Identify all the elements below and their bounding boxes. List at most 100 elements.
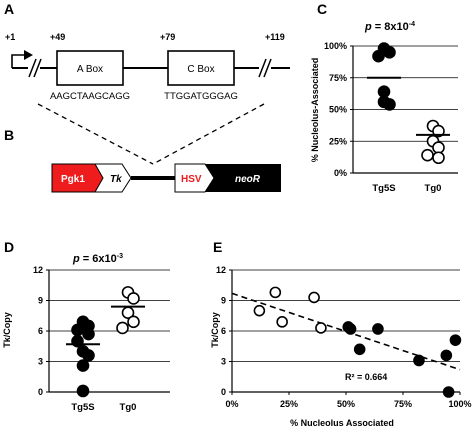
panel-e-data-point <box>353 343 366 356</box>
panel-d-p-exponent: -3 <box>117 253 123 260</box>
panel-d-category-label: Tg5S <box>71 402 94 413</box>
position-plus119: +119 <box>265 32 285 42</box>
panel-c-y-label: % Nucleolus-Associated <box>310 58 320 163</box>
panel-d-y-label: Tk/Copy <box>2 312 12 348</box>
panel-d-data-point <box>82 327 95 341</box>
panel-e-data-point <box>413 354 425 367</box>
panel-d-chart: 0 3 6 9 12 Tg5S Tg0 <box>33 265 170 413</box>
panel-e-y-tick-label: 3 <box>221 357 226 367</box>
panel-e-chart: 0 3 6 9 12 0% 25% 50% 75% 100% <box>216 265 472 409</box>
position-plus79: +79 <box>160 32 175 42</box>
panel-c-data-point <box>383 98 396 111</box>
panel-e-data-point <box>449 334 462 346</box>
break-mark-left-2 <box>33 58 42 78</box>
panel-e-x-tick-label: 25% <box>280 399 298 409</box>
panel-label-d: D <box>4 239 14 255</box>
panel-d-category-label: Tg0 <box>120 402 137 413</box>
panel-c-y-tick-label: 25% <box>329 136 347 146</box>
panel-c-data-point <box>377 85 391 99</box>
panel-e-y-tick-label: 6 <box>221 326 226 336</box>
pgk1-segment <box>51 163 104 193</box>
c-box <box>167 50 235 86</box>
panel-e-data-point <box>308 291 320 304</box>
panel-c-category-label: Tg0 <box>425 183 442 194</box>
panel-c-category-label: Tg5S <box>372 183 395 194</box>
panel-e-data-point <box>440 349 453 362</box>
c-box-sequence: TTGGATGGGAG <box>164 91 238 102</box>
zoom-line-left <box>37 103 154 165</box>
panel-a-diagram: A Box C Box +1 +49 +79 +119 AAGCTAAGCAGG… <box>5 32 290 165</box>
panel-d-p-number: = 6x10 <box>80 253 117 265</box>
panel-c-p-symbol: p <box>364 21 372 33</box>
panel-label-b: B <box>4 127 14 143</box>
hsv-label: HSV <box>181 174 202 185</box>
panel-d-data-point <box>127 292 140 305</box>
panel-e-y-label: Tk/Copy <box>210 312 220 348</box>
panel-e-x-tick-label: 100% <box>448 399 471 409</box>
panel-c-p-exponent: -4 <box>409 21 415 28</box>
panel-e-data-point <box>372 323 384 335</box>
panel-c-p-value: p = 8x10-4 <box>364 21 415 33</box>
panel-c-data-point <box>432 124 445 138</box>
hsv-arrow <box>174 163 215 193</box>
panel-d-data-point <box>116 321 129 335</box>
panel-c-data-point <box>432 141 445 154</box>
panel-label-e: E <box>213 239 222 255</box>
panel-e-data-point <box>253 304 266 317</box>
c-box-label: C Box <box>187 64 214 75</box>
panel-c-data-point <box>383 46 396 59</box>
panel-e-x-tick-label: 0% <box>225 399 238 409</box>
panel-d-y-tick-label: 9 <box>38 296 43 306</box>
panel-e-x-tick-label: 75% <box>394 399 412 409</box>
panel-e-data-point <box>442 386 455 398</box>
panel-d-y-tick-label: 6 <box>38 326 43 336</box>
panel-d-p-value: p = 6x10-3 <box>72 253 123 265</box>
panel-e-data-point <box>269 286 282 299</box>
panel-e-x-tick-label: 50% <box>337 399 355 409</box>
position-plus1: +1 <box>5 32 15 42</box>
panel-e-y-tick-label: 9 <box>221 296 226 306</box>
break-mark-right-1 <box>258 58 267 78</box>
panel-b-construct: Pgk1 Tk HSV neoR <box>51 163 281 193</box>
panel-e-r2-label: R² = 0.664 <box>345 372 387 382</box>
panel-d-y-tick-label: 3 <box>38 357 43 367</box>
panel-c-y-tick-label: 100% <box>324 41 347 51</box>
panel-d-data-point <box>82 349 95 362</box>
panel-d-data-point <box>76 384 90 398</box>
panel-c-data-point <box>432 151 445 165</box>
position-plus49: +49 <box>50 32 65 42</box>
panel-d-y-tick-label: 12 <box>33 265 43 275</box>
panel-c-data-point <box>372 49 385 63</box>
pgk1-label: Pgk1 <box>61 174 85 185</box>
tss-arrow-head <box>24 50 33 60</box>
break-mark-left-1 <box>28 58 37 78</box>
panel-c-data-point <box>421 148 434 162</box>
panel-d-data-point <box>76 359 90 372</box>
a-box-sequence: AAGCTAAGCAGG <box>50 91 130 102</box>
break-mark-right-2 <box>263 58 272 78</box>
neor-label: neoR <box>235 174 261 185</box>
panel-c-y-tick-label: 75% <box>329 73 347 83</box>
panel-c-p-number: = 8x10 <box>372 21 409 33</box>
panel-c-y-tick-label: 50% <box>329 105 347 115</box>
panel-e-y-tick-label: 0 <box>221 387 226 397</box>
tss-arrow-stem <box>11 54 26 68</box>
panel-label-c: C <box>317 1 327 17</box>
a-box <box>56 50 124 86</box>
panel-d-data-point <box>71 323 84 337</box>
a-box-label: A Box <box>77 64 103 75</box>
zoom-line-right <box>152 103 265 165</box>
panel-e-y-tick-label: 12 <box>216 265 226 275</box>
panel-c-chart: 0% 25% 50% 75% 100% Tg5S Tg0 <box>324 41 458 194</box>
panel-d-p-symbol: p <box>72 253 80 265</box>
panel-c-y-tick-label: 0% <box>334 168 347 178</box>
panel-d-y-tick-label: 0 <box>38 387 43 397</box>
panel-e-x-label: % Nucleolus Associated <box>290 418 394 428</box>
panel-d-data-point <box>127 315 140 329</box>
tk-label: Tk <box>110 174 122 185</box>
panel-label-a: A <box>4 1 14 17</box>
panel-e-data-point <box>276 316 288 328</box>
tk-arrow <box>94 163 132 193</box>
